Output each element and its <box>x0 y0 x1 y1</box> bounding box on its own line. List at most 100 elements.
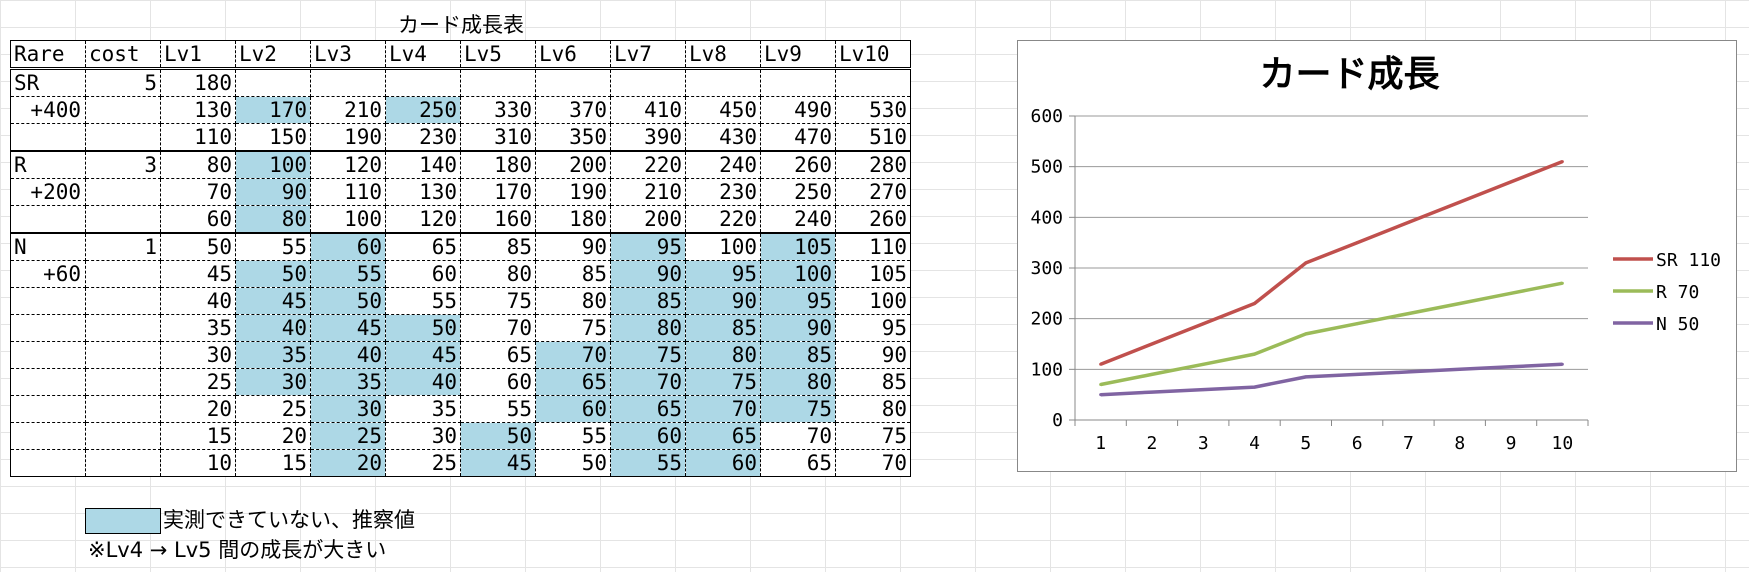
value-cell: 70 <box>460 314 536 342</box>
value-cell: 70 <box>160 178 236 206</box>
value-cell: 390 <box>610 123 686 152</box>
value-cell: 80 <box>685 341 761 369</box>
value-cell: 30 <box>160 341 236 369</box>
value-cell: 250 <box>760 178 836 206</box>
value-cell: 15 <box>235 449 311 477</box>
data-point <box>1560 160 1564 164</box>
column-header: Lv9 <box>760 40 836 70</box>
column-header: Lv10 <box>835 40 911 70</box>
empty-cell <box>85 341 161 369</box>
legend-entry: SR 110 <box>1656 250 1721 271</box>
growth-chart[interactable]: カード成長 0 100 200 300 400 500 600 1 2 3 4 5 6 7 8 9 10 SR 11… <box>1017 40 1737 472</box>
value-cell: 105 <box>760 232 836 261</box>
value-cell: 250 <box>385 96 461 124</box>
value-cell <box>535 68 611 97</box>
data-point <box>1304 375 1308 379</box>
value-cell: 20 <box>160 395 236 423</box>
value-cell: 90 <box>760 314 836 342</box>
data-point <box>1201 322 1205 326</box>
value-cell: 60 <box>610 422 686 450</box>
value-cell: 50 <box>535 449 611 477</box>
value-cell: 90 <box>685 287 761 315</box>
value-cell: 50 <box>385 314 461 342</box>
empty-cell <box>85 178 161 206</box>
increment-cell: +400 <box>10 96 86 124</box>
data-point <box>1201 388 1205 392</box>
value-cell: 140 <box>385 150 461 179</box>
value-cell: 65 <box>535 368 611 396</box>
value-cell: 260 <box>835 205 911 234</box>
value-cell: 110 <box>310 178 386 206</box>
value-cell: 230 <box>685 178 761 206</box>
value-cell: 410 <box>610 96 686 124</box>
value-cell: 40 <box>385 368 461 396</box>
x-tick-label: 6 <box>1352 433 1363 454</box>
chart-title: カード成長 <box>1259 54 1440 95</box>
value-cell: 65 <box>385 232 461 261</box>
value-cell: 100 <box>835 287 911 315</box>
value-cell: 85 <box>835 368 911 396</box>
value-cell: 55 <box>235 232 311 261</box>
x-tick-label: 5 <box>1300 433 1311 454</box>
empty-cell <box>85 395 161 423</box>
column-header: Lv8 <box>685 40 761 70</box>
value-cell: 70 <box>685 395 761 423</box>
value-cell: 100 <box>760 260 836 288</box>
column-header: Lv3 <box>310 40 386 70</box>
value-cell: 30 <box>310 395 386 423</box>
value-cell: 60 <box>685 449 761 477</box>
value-cell: 50 <box>310 287 386 315</box>
data-point <box>1406 312 1410 316</box>
empty-cell <box>85 260 161 288</box>
value-cell: 45 <box>385 341 461 369</box>
data-point <box>1355 372 1359 376</box>
value-cell: 25 <box>160 368 236 396</box>
data-point <box>1509 365 1513 369</box>
table-row: 20 25 30 35 55 60 65 70 75 80 <box>10 395 911 423</box>
value-cell: 75 <box>460 287 536 315</box>
x-tick-label: 9 <box>1506 433 1517 454</box>
value-cell: 130 <box>385 178 461 206</box>
value-cell: 90 <box>835 341 911 369</box>
value-cell: 25 <box>385 449 461 477</box>
value-cell: 15 <box>160 422 236 450</box>
value-cell: 20 <box>235 422 311 450</box>
table-row: 25 30 35 40 60 65 70 75 80 85 <box>10 368 911 396</box>
value-cell: 350 <box>535 123 611 152</box>
value-cell: 170 <box>235 96 311 124</box>
table-row: 110 150 190 230 310 350 390 430 470 510 <box>10 123 911 152</box>
value-cell: 90 <box>610 260 686 288</box>
value-cell <box>760 68 836 97</box>
data-point <box>1150 372 1154 376</box>
table-row: 60 80 100 120 160 180 200 220 240 260 <box>10 205 911 234</box>
value-cell: 220 <box>685 205 761 234</box>
value-cell: 150 <box>235 123 311 152</box>
value-cell: 80 <box>835 395 911 423</box>
value-cell: 170 <box>460 178 536 206</box>
value-cell: 85 <box>760 341 836 369</box>
empty-cell <box>10 341 86 369</box>
empty-cell <box>10 123 86 152</box>
value-cell: 60 <box>160 205 236 234</box>
value-cell: 100 <box>235 150 311 179</box>
value-cell: 45 <box>160 260 236 288</box>
value-cell: 100 <box>685 232 761 261</box>
empty-cell <box>85 368 161 396</box>
rare-cell: R <box>10 150 86 179</box>
empty-cell <box>10 205 86 234</box>
value-cell: 330 <box>460 96 536 124</box>
value-cell: 180 <box>460 150 536 179</box>
data-point <box>1509 180 1513 184</box>
empty-cell <box>85 287 161 315</box>
value-cell <box>235 68 311 97</box>
value-cell: 80 <box>460 260 536 288</box>
value-cell: 65 <box>685 422 761 450</box>
value-cell: 200 <box>535 150 611 179</box>
value-cell: 40 <box>235 314 311 342</box>
value-cell: 310 <box>460 123 536 152</box>
value-cell: 65 <box>610 395 686 423</box>
legend-entry: N 50 <box>1656 314 1699 335</box>
value-cell: 55 <box>460 395 536 423</box>
empty-cell <box>85 449 161 477</box>
value-cell: 65 <box>460 341 536 369</box>
